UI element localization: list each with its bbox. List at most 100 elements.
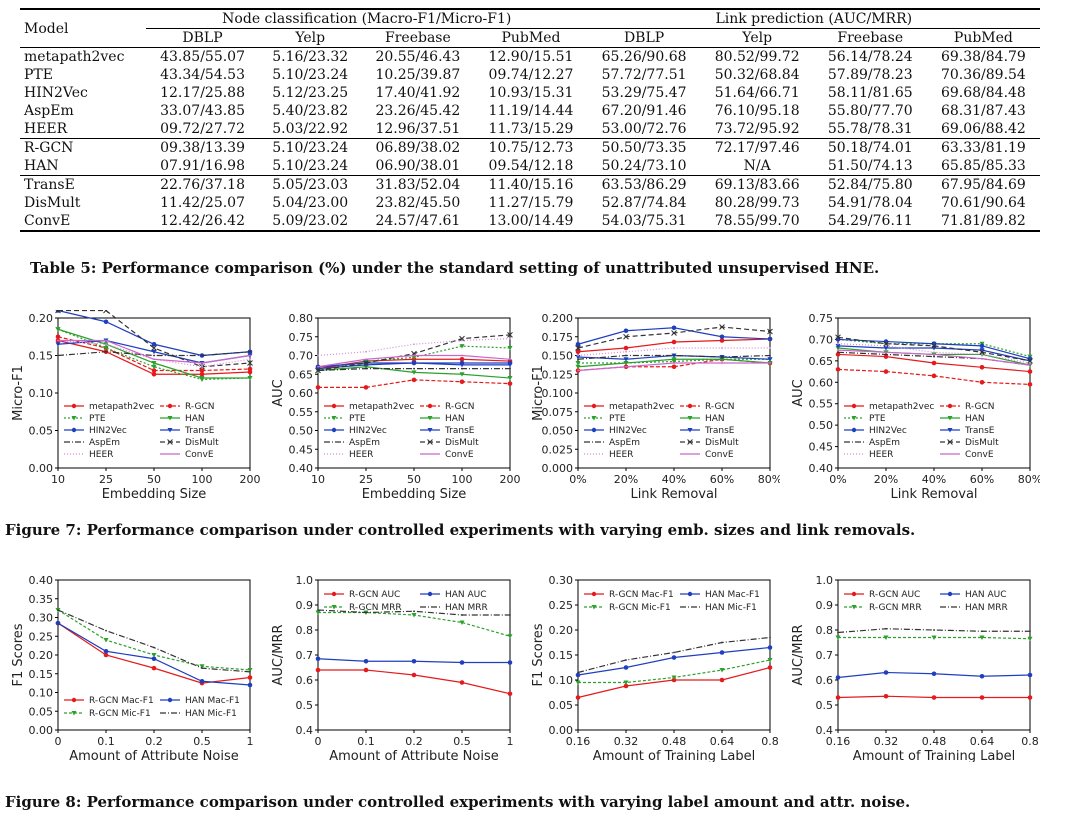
y-tick-label: 0.05 — [29, 705, 54, 718]
data-point — [105, 343, 107, 346]
data-point — [933, 629, 935, 631]
table-row: metapath2vec 43.85/55.07 5.16/23.32 20.55/4… — [20, 47, 1040, 66]
y-tick-label: 0.40 — [29, 574, 54, 587]
data-point — [461, 339, 463, 342]
data-point — [55, 334, 61, 340]
table-cell: 69.68/84.48 — [940, 85, 1026, 101]
data-point — [575, 341, 581, 347]
x-tick-label: 0 — [55, 735, 62, 748]
table-cell: 69.06/88.42 — [940, 121, 1026, 137]
data-point — [509, 337, 511, 340]
data-point — [151, 656, 157, 662]
data-point — [199, 664, 205, 669]
table-cell: 50.18/74.01 — [813, 138, 927, 157]
x-tick-label: 60% — [710, 473, 734, 486]
x-tick-label: 0.16 — [826, 735, 851, 748]
x-tick-label: 40% — [662, 473, 686, 486]
legend-label: R-GCN Mac-F1 — [89, 696, 154, 706]
data-point — [623, 333, 629, 340]
table-cell: 72.17/97.46 — [700, 138, 814, 157]
data-point — [835, 695, 841, 700]
table-cell: 09.54/12.18 — [488, 158, 574, 174]
data-point — [103, 638, 109, 643]
legend-label: HIN2Vec — [89, 426, 127, 436]
table-cell: 24.57/47.61 — [361, 212, 475, 232]
y-tick-label: 0.60 — [289, 387, 314, 400]
legend-marker — [947, 428, 953, 433]
y-tick-label: 0.6 — [296, 674, 314, 687]
plot-frame — [317, 317, 511, 469]
legend-label: TransE — [964, 426, 995, 436]
legend-label: HIN2Vec — [609, 426, 647, 436]
x-tick-label: 100 — [452, 473, 473, 486]
y-axis-label: AUC/MRR — [791, 624, 806, 685]
model-name: PTE — [24, 67, 53, 83]
model-header: Model — [20, 8, 146, 48]
y-tick-label: 0.4 — [816, 724, 834, 737]
table-cell: 11.73/15.29 — [488, 121, 574, 137]
data-point — [835, 635, 841, 640]
data-point — [153, 646, 155, 649]
y-axis-label: Micro-F1 — [531, 365, 546, 421]
data-point — [575, 364, 581, 370]
model-name: AspEm — [24, 103, 74, 119]
legend-marker — [71, 416, 77, 421]
data-point — [459, 680, 465, 685]
x-tick-label: 0.32 — [614, 735, 639, 748]
table-cell: 70.61/90.64 — [940, 195, 1026, 211]
data-point — [981, 357, 983, 360]
table-cell: 58.11/81.65 — [827, 85, 913, 101]
y-axis-label: Micro-F1 — [11, 365, 26, 421]
table-cell: 57.72/77.51 — [601, 67, 687, 83]
model-name: metapath2vec — [20, 47, 146, 66]
legend-marker — [71, 403, 77, 409]
x-tick-label: 1 — [247, 735, 254, 748]
table-caption: Table 5: Performance comparison (%) unde… — [30, 259, 880, 277]
data-point — [507, 660, 513, 665]
data-point — [459, 362, 465, 368]
x-tick-label: 60% — [970, 473, 994, 486]
legend-label: R-GCN — [185, 402, 214, 412]
table-cell: 67.95/84.69 — [926, 175, 1040, 194]
x-tick-label: 0.5 — [453, 735, 471, 748]
legend-label: DisMult — [705, 438, 739, 448]
table-cell: 53.29/75.47 — [601, 85, 687, 101]
table-cell: 5.09/23.02 — [259, 212, 362, 232]
y-tick-label: 0.5 — [816, 699, 834, 712]
chart-emb-size-micro-f1: 0.00 0.05 0.10 0.15 0.20 10 25 50 100 200 Embeddin… — [11, 310, 260, 500]
data-point — [411, 355, 417, 360]
legend-label: metapath2vec — [349, 402, 414, 412]
data-point — [575, 672, 581, 678]
y-tick-label: 0.75 — [289, 331, 314, 344]
legend-label: DisMult — [445, 438, 479, 448]
legend-label: HAN MRR — [445, 603, 488, 613]
x-axis-label: Amount of Attribute Noise — [69, 749, 238, 762]
data-point — [719, 324, 725, 330]
table-cell: 11.42/25.07 — [160, 195, 245, 211]
data-point — [247, 360, 253, 366]
y-tick-label: 0.7 — [816, 649, 834, 662]
data-point — [671, 655, 677, 660]
legend-marker — [947, 439, 953, 445]
legend-marker — [851, 427, 857, 433]
table-cell: 54.03/75.31 — [587, 212, 701, 232]
legend-marker — [851, 416, 857, 421]
legend-marker — [71, 427, 77, 433]
legend-marker — [167, 697, 173, 703]
data-point — [413, 367, 415, 370]
table-cell: 10.25/39.87 — [375, 67, 461, 83]
data-point — [769, 636, 771, 639]
data-point — [105, 629, 107, 632]
data-point — [459, 620, 465, 625]
y-axis-label: F1 Scores — [531, 623, 546, 686]
legend-label: HAN Mic-F1 — [185, 709, 237, 719]
y-tick-label: 0.15 — [29, 668, 54, 681]
legend-marker — [167, 428, 173, 433]
table-cell: 09.38/13.39 — [146, 138, 260, 157]
data-point — [365, 367, 367, 370]
table-cell: 51.64/66.71 — [714, 85, 800, 101]
model-name: HEER — [24, 121, 68, 137]
y-tick-label: 0.000 — [542, 462, 574, 475]
y-tick-label: 0.40 — [289, 462, 314, 475]
data-point — [199, 678, 205, 684]
